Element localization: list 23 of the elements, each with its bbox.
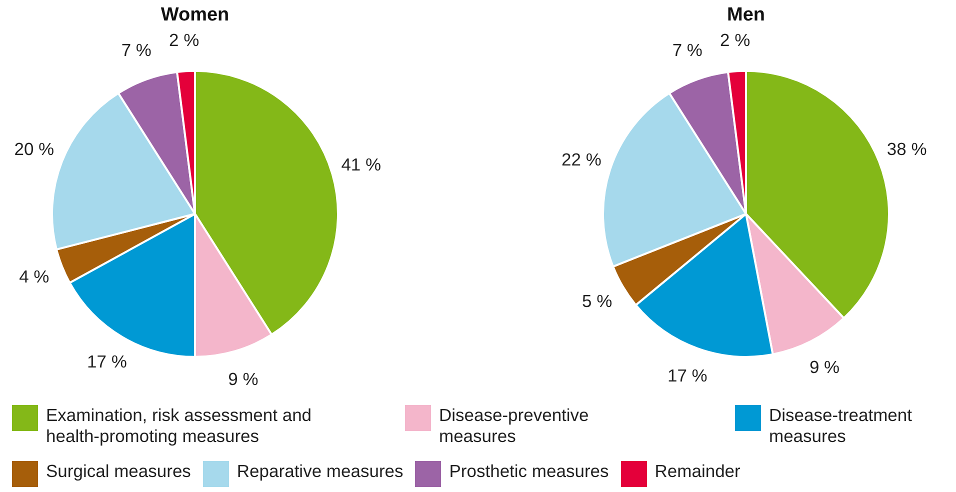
data-label: 22 % <box>562 149 602 170</box>
chart-title: Men <box>727 4 765 26</box>
data-label: 17 % <box>667 366 708 386</box>
legend-label: Reparative measures <box>236 461 404 482</box>
chart-title: Women <box>160 4 230 26</box>
data-label: 7 % <box>121 40 152 60</box>
legend-label: Disease-preventive measures <box>439 405 590 447</box>
legend-label: Examination, risk assessment and health-promoting measures <box>46 405 313 447</box>
legend-label: Surgical measures <box>46 461 191 482</box>
data-label: 7 % <box>672 40 702 60</box>
legend-label: Remainder <box>654 461 740 482</box>
legend-label: Prosthetic measures <box>449 461 609 482</box>
data-label: 38 % <box>886 139 927 160</box>
data-label: 17 % <box>86 352 127 372</box>
data-label: 4 % <box>19 266 50 286</box>
data-label: 2 % <box>169 30 200 50</box>
data-label: 9 % <box>228 368 258 389</box>
data-label: 9 % <box>809 356 840 377</box>
data-label: 5 % <box>582 290 612 311</box>
data-label: 2 % <box>720 30 750 50</box>
data-label: 41 % <box>341 154 382 174</box>
legend-label: Disease-treatment measures <box>769 405 913 447</box>
data-label: 20 % <box>14 139 54 160</box>
